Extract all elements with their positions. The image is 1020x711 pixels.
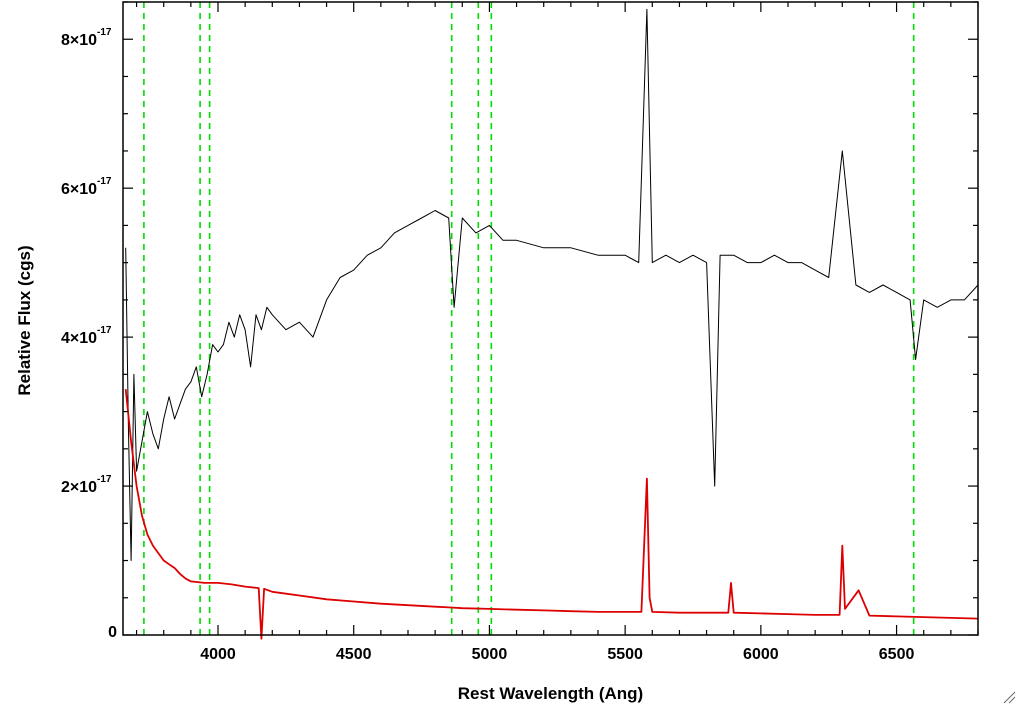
y-tick-label-group: 8×10 -17 xyxy=(61,27,112,49)
y-tick-label: 6×10 xyxy=(61,181,97,198)
y-tick-label: 0 xyxy=(108,624,117,641)
x-ticks: 4000 4500 5000 5500 6000 6500 xyxy=(135,2,979,663)
y-tick-exponent: -17 xyxy=(97,176,112,187)
plot-frame xyxy=(122,1,979,636)
y-tick-exponent: -17 xyxy=(97,325,112,336)
series-line-0 xyxy=(125,8,979,561)
x-tick-label: 5000 xyxy=(472,646,508,663)
y-tick-label-group: 2×10 -17 xyxy=(61,474,112,496)
y-tick-label: 2×10 xyxy=(61,479,97,496)
x-tick-label: 6000 xyxy=(743,646,779,663)
y-tick-exponent: -17 xyxy=(97,27,112,38)
y-tick-label: 4×10 xyxy=(61,330,97,347)
y-tick-exponent: -17 xyxy=(97,474,112,485)
y-tick-label: 8×10 xyxy=(61,32,97,49)
axes xyxy=(122,1,979,636)
x-tick-label: 5500 xyxy=(607,646,643,663)
resize-grip-icon[interactable] xyxy=(1002,690,1016,704)
y-ticks: 02×10 -174×10 -176×10 -178×10 -17 xyxy=(61,1,978,641)
series-layer xyxy=(124,8,979,640)
x-tick-label: 4000 xyxy=(200,646,236,663)
x-tick-label: 4500 xyxy=(336,646,372,663)
y-tick-label-group: 6×10 -17 xyxy=(61,176,112,198)
series-line-1 xyxy=(124,389,979,640)
y-tick-label-group: 4×10 -17 xyxy=(61,325,112,347)
y-tick-label-group: 0 xyxy=(108,624,117,641)
x-axis-label: Rest Wavelength (Ang) xyxy=(458,684,643,703)
reference-lines xyxy=(143,2,915,635)
y-axis-label: Relative Flux (cgs) xyxy=(15,245,34,395)
x-tick-label: 6500 xyxy=(879,646,915,663)
